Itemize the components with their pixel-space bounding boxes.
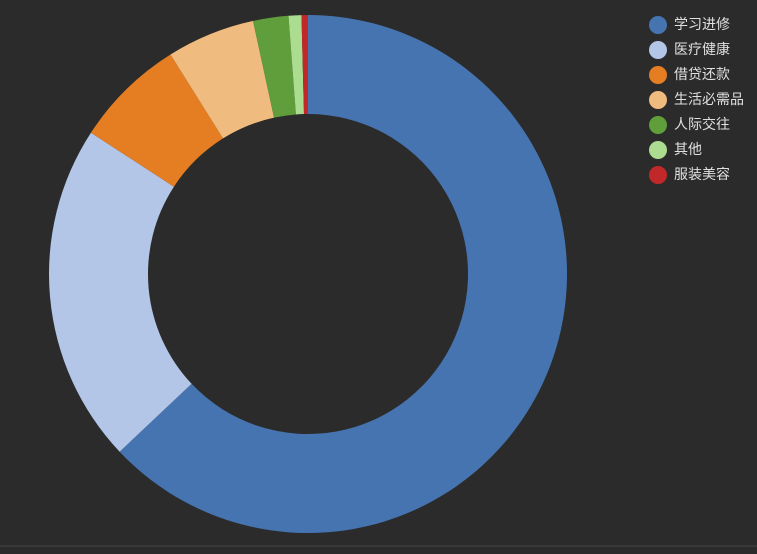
legend-label[interactable]: 其他 <box>674 142 702 158</box>
pie-segment <box>288 15 304 115</box>
pie-segment <box>90 54 224 187</box>
legend-label[interactable]: 服装美容 <box>674 166 730 183</box>
legend-marker[interactable] <box>649 116 667 134</box>
legend-marker[interactable] <box>649 91 667 109</box>
legend-label[interactable]: 医疗健康 <box>674 41 730 58</box>
legend-label[interactable]: 借贷还款 <box>674 67 730 83</box>
pie-segment <box>301 15 308 115</box>
legend-label[interactable]: 生活必需品 <box>674 92 744 108</box>
pie-segment <box>48 132 192 452</box>
legend-label[interactable]: 学习进修 <box>674 17 730 33</box>
pie-segment <box>170 20 275 139</box>
pie-segment <box>253 15 296 118</box>
legend-marker[interactable] <box>649 166 667 184</box>
legend-label[interactable]: 人际交往 <box>674 116 730 133</box>
legend-marker[interactable] <box>649 41 667 59</box>
legend-marker[interactable] <box>649 141 667 159</box>
legend-marker[interactable] <box>649 16 667 34</box>
legend-marker[interactable] <box>649 66 667 84</box>
pie-segment <box>119 15 567 534</box>
